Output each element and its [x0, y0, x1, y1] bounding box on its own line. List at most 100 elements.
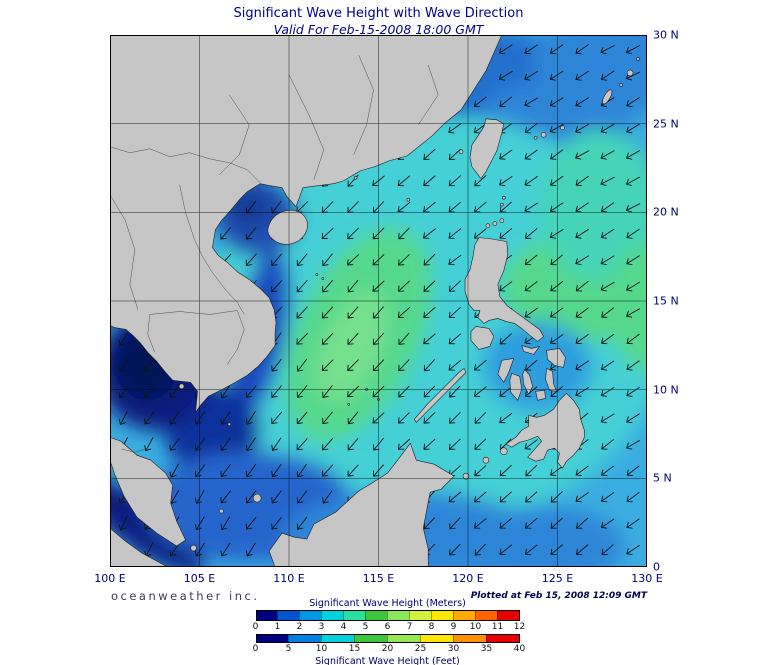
island-tawitawi — [462, 472, 470, 480]
wave-direction-arrow — [296, 358, 308, 372]
island-phuquoc — [178, 383, 185, 390]
wave-direction-arrow — [549, 202, 564, 213]
wave-direction-arrow — [474, 438, 487, 450]
wave-direction-arrow — [549, 97, 564, 107]
wave-direction-arrow — [550, 334, 564, 345]
wave-direction-arrow — [524, 44, 538, 55]
wave-direction-arrow — [575, 228, 589, 239]
wave-direction-arrow — [601, 465, 615, 476]
wave-direction-arrow — [296, 438, 308, 451]
land-cebu — [522, 369, 533, 395]
wave-direction-arrow — [600, 202, 615, 213]
wave-height-map — [110, 35, 647, 567]
wave-direction-arrow — [347, 279, 359, 293]
wave-direction-arrow — [448, 491, 462, 503]
wave-direction-arrow — [296, 490, 307, 504]
wave-direction-arrow — [347, 254, 359, 266]
wave-direction-arrow — [549, 123, 564, 134]
wave-direction-arrow — [220, 227, 232, 240]
wave-direction-arrow — [347, 332, 359, 345]
wave-direction-arrow — [347, 385, 359, 398]
wave-direction-arrow — [550, 517, 563, 529]
meters-tick-label: 11 — [491, 622, 504, 632]
border-china-vietnam — [110, 146, 261, 183]
island-hongkong — [353, 175, 358, 180]
wave-direction-arrow — [550, 307, 564, 318]
wave-direction-arrow — [474, 491, 487, 503]
land-luzon — [464, 237, 544, 342]
meters-color-segment — [365, 611, 388, 620]
wave-direction-arrow — [575, 387, 589, 397]
longitude-axis: 100 E 105 E 110 E 115 E 120 E 125 E 130 E — [94, 572, 662, 586]
wave-direction-arrow — [220, 516, 231, 531]
wave-direction-arrow — [626, 281, 640, 292]
island-babuyan-2 — [492, 221, 498, 226]
wave-direction-arrow — [499, 544, 513, 555]
meters-tick-label: 5 — [362, 622, 369, 632]
wave-direction-arrow — [169, 384, 180, 399]
latitude-axis: 30 N 25 N 20 N 15 N 10 N 5 N 0 — [653, 29, 698, 574]
lat-tick-label: 25 N — [653, 117, 679, 131]
wave-direction-arrow — [118, 332, 129, 346]
wave-direction-arrow — [448, 123, 462, 134]
wave-direction-arrow — [499, 201, 512, 213]
wave-direction-arrow — [626, 518, 640, 529]
wave-direction-arrow — [549, 44, 564, 55]
meters-tick-label: 1 — [274, 622, 281, 632]
border-cambodia-north — [149, 310, 238, 315]
wave-direction-arrow — [575, 44, 589, 55]
feet-color-segment — [256, 635, 289, 642]
wave-direction-arrow — [524, 307, 538, 318]
wave-direction-arrow — [398, 227, 410, 240]
wave-direction-arrow — [474, 543, 486, 556]
wave-direction-arrow — [625, 308, 641, 318]
wave-direction-arrow — [423, 385, 436, 398]
wave-direction-arrow — [398, 332, 410, 345]
wave-direction-arrow — [220, 464, 231, 478]
wave-direction-arrow — [550, 281, 564, 292]
feet-tick-label: 30 — [447, 644, 460, 654]
wave-direction-arrow — [449, 412, 461, 424]
wave-direction-arrow — [524, 202, 538, 213]
wave-direction-arrow — [271, 411, 283, 425]
wave-direction-arrow — [245, 464, 257, 478]
wave-direction-arrow — [600, 70, 615, 81]
wave-direction-arrow — [271, 280, 283, 293]
wave-direction-arrow — [271, 358, 282, 372]
wave-direction-arrow — [169, 437, 180, 451]
feet-color-segment — [452, 635, 486, 642]
wave-direction-arrow — [525, 491, 538, 503]
land-masses — [110, 35, 640, 567]
island-miyako — [560, 125, 565, 131]
wave-direction-arrow — [474, 359, 487, 371]
wave-direction-arrow — [448, 360, 462, 371]
wave-direction-arrow — [296, 463, 307, 478]
wave-direction-arrow — [498, 70, 513, 81]
wave-direction-arrow — [220, 437, 231, 451]
wave-direction-arrow — [194, 464, 206, 478]
wave-direction-arrow — [473, 96, 487, 108]
wave-direction-arrow — [271, 490, 282, 504]
meters-colorbar-label: Significant Wave Height (Meters) — [309, 598, 466, 609]
meters-colorbar-ticks: 0 1 2 3 4 5 6 7 8 9 10 11 12 — [252, 622, 526, 633]
meters-tick-label: 0 — [252, 622, 259, 632]
meters-color-segment — [452, 611, 475, 620]
wave-direction-arrow — [499, 386, 513, 397]
meters-color-segment — [343, 611, 366, 620]
wave-direction-arrow — [575, 360, 589, 371]
border-china-province-1 — [353, 54, 374, 155]
wave-direction-arrow — [245, 385, 257, 398]
wave-direction-arrow — [321, 359, 334, 371]
wave-direction-arrow — [423, 438, 436, 450]
land-borneo — [268, 442, 455, 567]
wave-direction-arrow — [575, 492, 589, 503]
wave-direction-arrow — [600, 387, 615, 397]
wave-direction-arrow — [600, 360, 615, 371]
meters-color-segment — [430, 611, 453, 620]
island-bintan — [190, 544, 197, 552]
wave-direction-arrow — [220, 411, 231, 425]
wave-direction-arrow — [524, 439, 538, 450]
island-paracel-1 — [315, 273, 319, 276]
land-hainan — [267, 210, 308, 245]
wave-direction-arrow — [271, 516, 282, 530]
